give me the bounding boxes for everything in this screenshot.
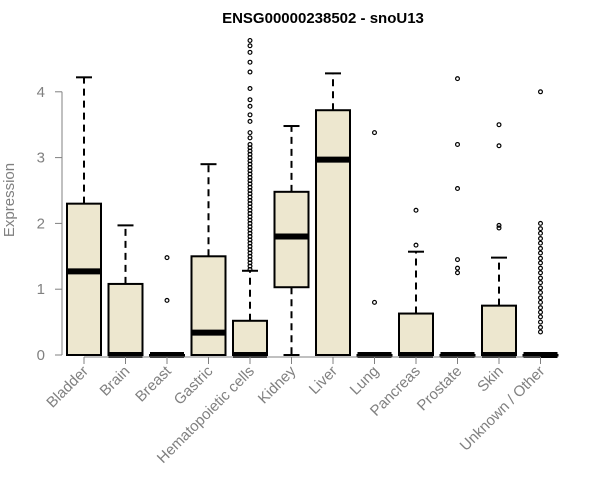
x-tick-label: Skin xyxy=(474,363,507,396)
outlier-point xyxy=(247,37,253,43)
outlier-point xyxy=(537,295,543,301)
outlier-point xyxy=(455,141,461,147)
outlier-point xyxy=(537,89,543,95)
y-axis-label: Expression xyxy=(1,163,18,237)
x-tick-label: Liver xyxy=(306,363,341,398)
box-brain xyxy=(107,224,144,358)
outlier-point xyxy=(247,59,253,65)
outlier-point xyxy=(537,289,543,295)
outlier-point xyxy=(496,222,502,228)
outlier-point xyxy=(455,265,461,271)
outlier-point xyxy=(413,242,419,248)
box-body xyxy=(398,312,434,356)
x-tick-label: Lung xyxy=(347,363,383,399)
outlier-point xyxy=(537,226,543,232)
y-tick-label: 3 xyxy=(37,150,45,167)
outlier-point xyxy=(537,309,543,315)
outlier-point xyxy=(455,76,461,82)
outlier-point xyxy=(496,225,502,231)
box-prostate xyxy=(439,76,476,358)
outlier-point xyxy=(537,319,543,325)
box-body xyxy=(107,282,144,357)
box-liver xyxy=(315,72,351,356)
outlier-point xyxy=(372,299,378,305)
outlier-point xyxy=(537,255,543,261)
outlier-point xyxy=(455,270,461,276)
outlier-point xyxy=(537,324,543,330)
outlier-point xyxy=(247,112,253,118)
outlier-point xyxy=(537,260,543,266)
box-pancreas xyxy=(398,207,434,358)
box-breast xyxy=(149,255,185,358)
outlier-point xyxy=(537,270,543,276)
y-axis: 0 1 2 3 4 xyxy=(37,84,63,364)
outlier-point xyxy=(413,207,419,213)
outlier-point xyxy=(537,299,543,305)
outlier-point xyxy=(537,275,543,281)
x-tick-label: Kidney xyxy=(255,362,300,407)
chart-title: ENSG00000238502 - snoU13 xyxy=(222,10,424,27)
outlier-point xyxy=(247,103,253,109)
outlier-point xyxy=(247,130,253,136)
outlier-point xyxy=(247,141,253,147)
y-tick-label: 0 xyxy=(37,347,45,364)
outlier-point xyxy=(537,245,543,251)
x-tick-label: Bladder xyxy=(43,363,92,412)
outlier-point xyxy=(537,305,543,311)
box-bladder xyxy=(66,76,102,356)
outlier-point xyxy=(247,97,253,103)
outlier-point xyxy=(537,236,543,242)
outlier-point xyxy=(247,69,253,75)
outlier-point xyxy=(164,255,170,261)
outlier-point xyxy=(537,265,543,271)
outlier-point xyxy=(247,118,253,124)
outlier-point xyxy=(247,49,253,55)
outlier-point xyxy=(164,297,170,303)
box-kidney xyxy=(273,125,310,356)
box-gastric xyxy=(190,163,227,356)
x-tick-label: Prostate xyxy=(414,363,466,415)
box-body xyxy=(66,202,102,356)
box-unknown-other xyxy=(522,89,559,358)
box-body xyxy=(190,255,227,356)
y-tick-label: 4 xyxy=(37,84,45,101)
box-body xyxy=(481,304,517,356)
boxes-group xyxy=(66,37,559,358)
x-tick-label: Brain xyxy=(97,363,134,400)
outlier-point xyxy=(537,230,543,236)
outlier-point xyxy=(537,285,543,291)
outlier-point xyxy=(537,220,543,226)
outlier-point xyxy=(247,43,253,49)
outlier-point xyxy=(537,329,543,335)
outlier-point xyxy=(537,280,543,286)
outlier-point xyxy=(247,86,253,92)
box-hematopoietic-cells xyxy=(232,37,268,358)
box-lung xyxy=(356,130,393,358)
outlier-point xyxy=(372,130,378,136)
outlier-point xyxy=(537,240,543,246)
outlier-point xyxy=(247,135,253,141)
outlier-point xyxy=(455,186,461,192)
box-body xyxy=(232,319,268,356)
y-tick-label: 2 xyxy=(37,215,45,232)
outlier-point xyxy=(496,122,502,128)
outlier-point xyxy=(537,314,543,320)
outlier-point xyxy=(496,143,502,149)
box-body xyxy=(315,109,351,356)
box-skin xyxy=(481,122,517,358)
x-tick-label: Breast xyxy=(132,362,175,405)
outlier-point xyxy=(455,257,461,263)
outlier-point xyxy=(537,250,543,256)
y-tick-label: 1 xyxy=(37,281,45,298)
